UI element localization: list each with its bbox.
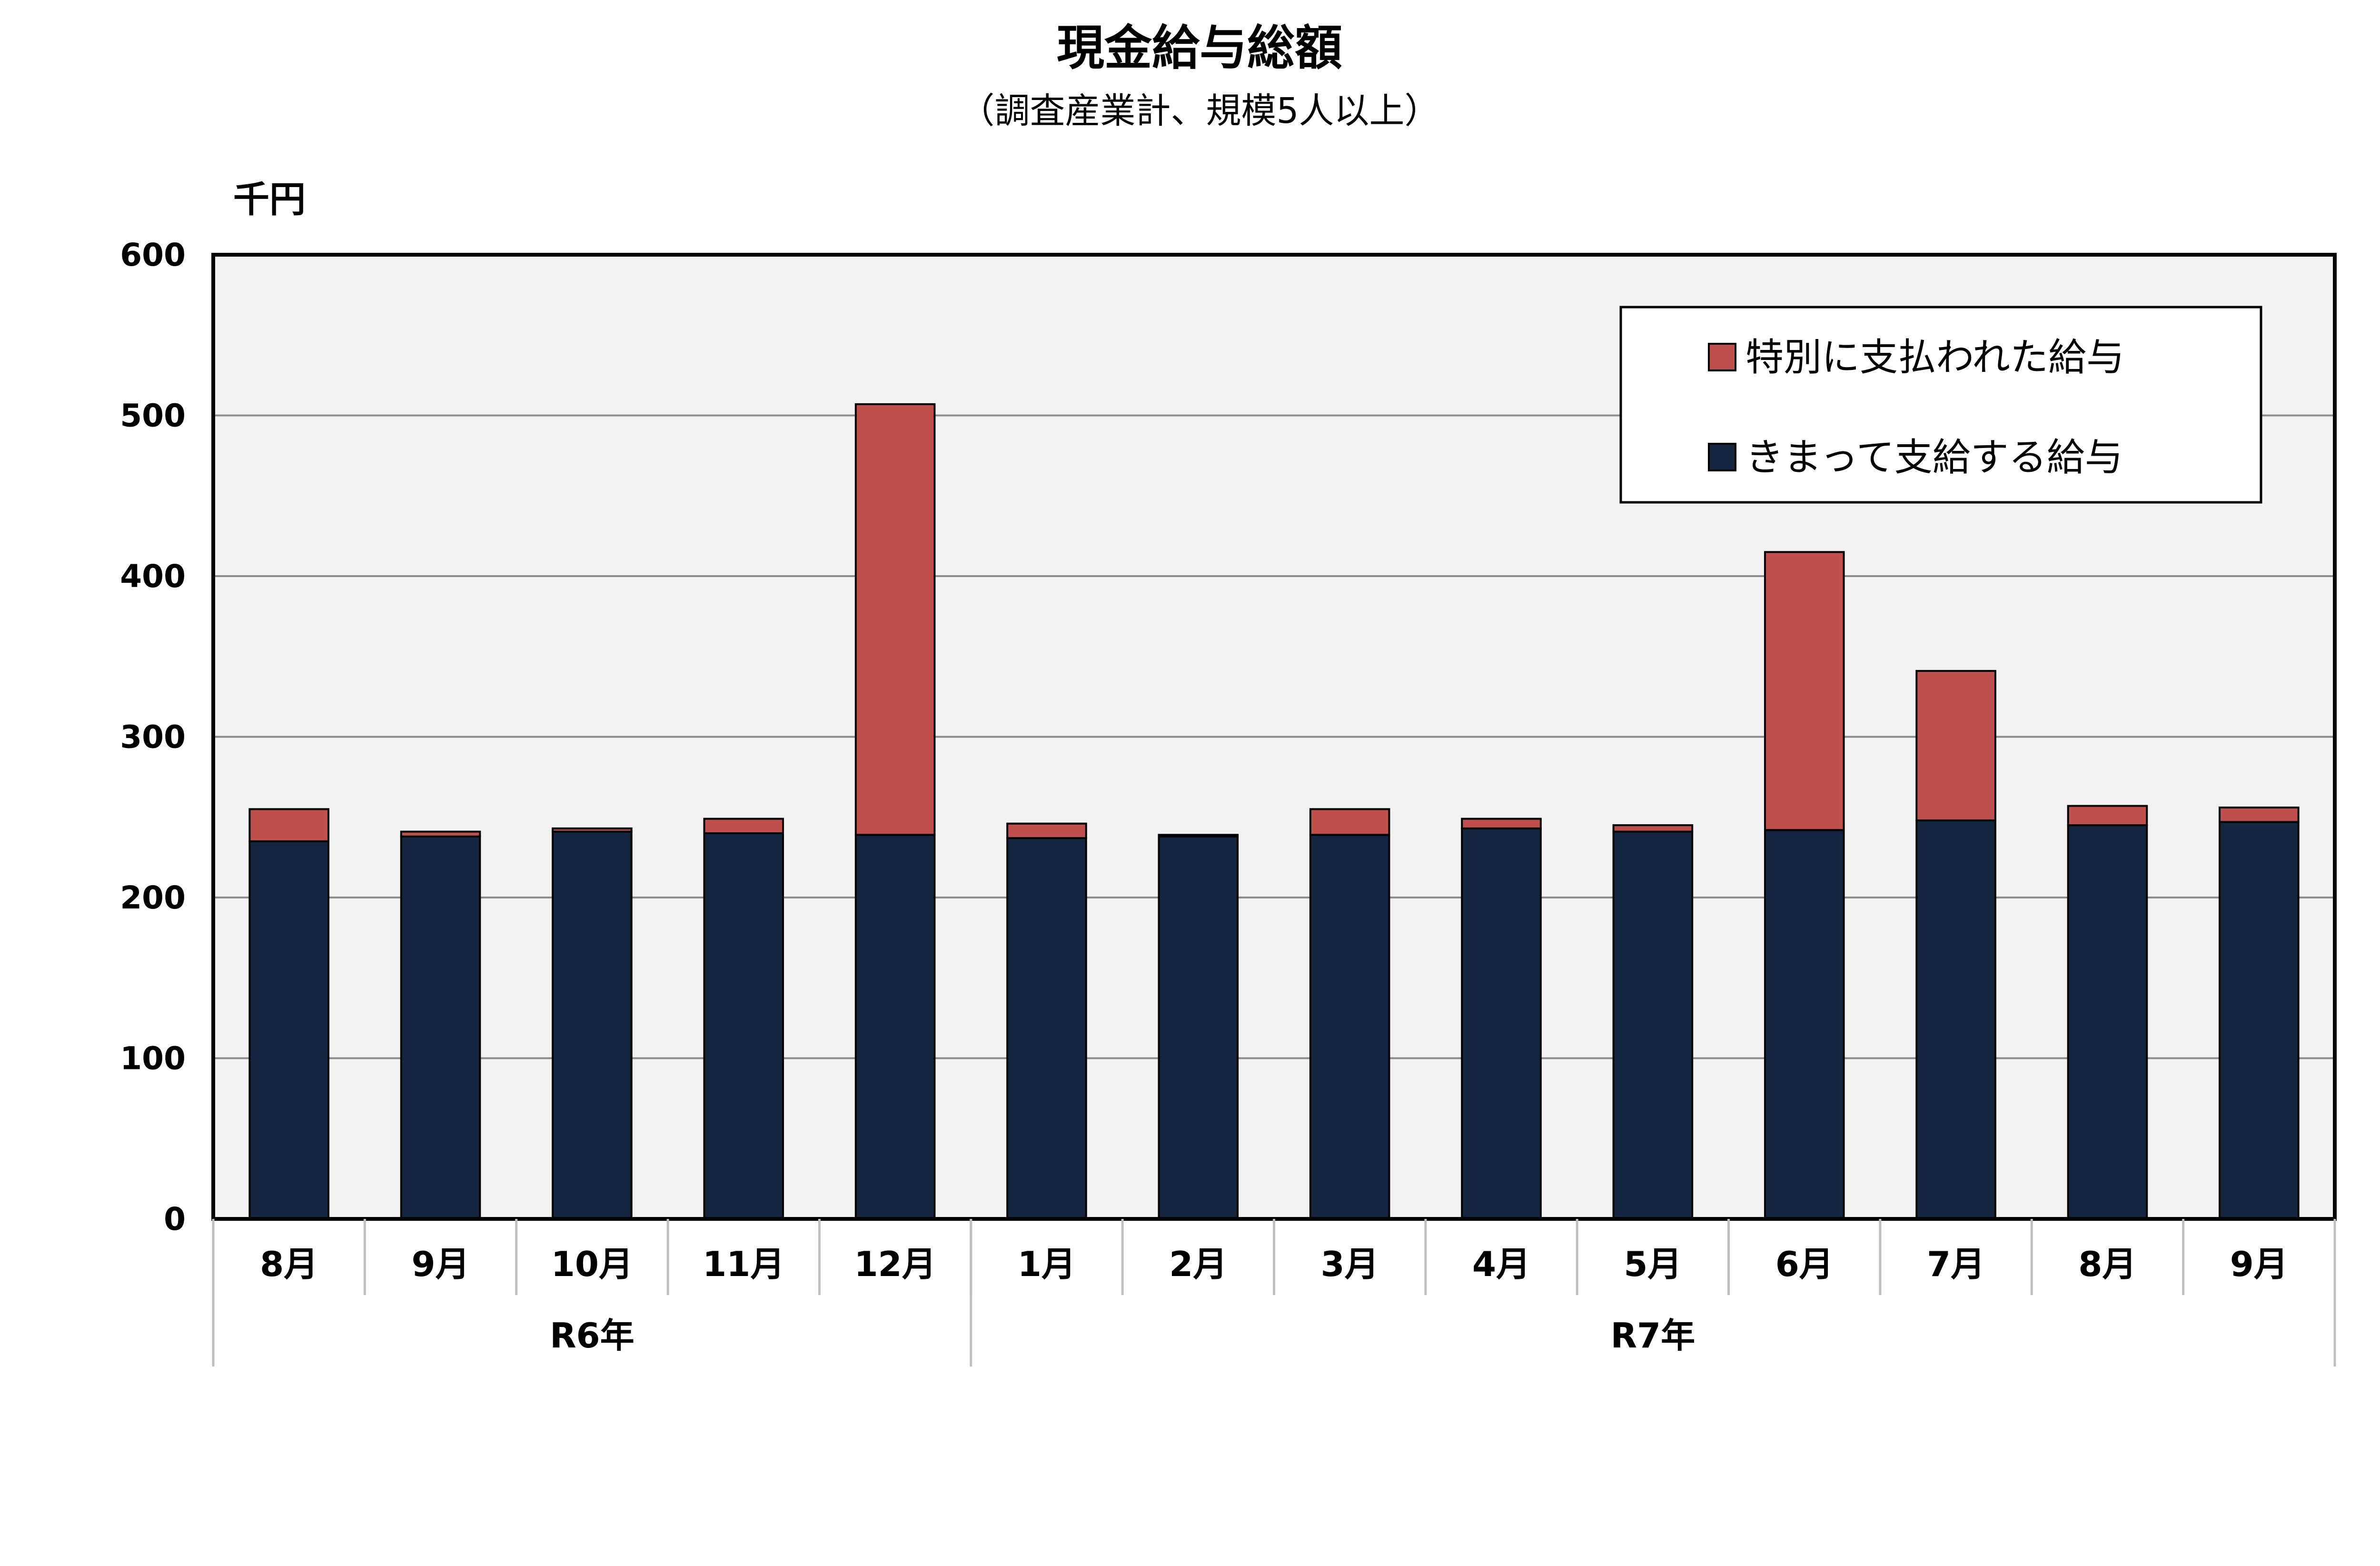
x-group-label: R7年 <box>1611 1316 1696 1356</box>
x-tick-label: 11月 <box>703 1244 784 1284</box>
y-axis-unit: 千円 <box>233 178 306 220</box>
bar-special-pay <box>1006 822 1087 839</box>
x-tick-label: 4月 <box>1472 1244 1530 1284</box>
legend-swatch <box>1708 443 1736 471</box>
bar-special-pay <box>552 827 633 833</box>
bar-special-pay <box>854 403 936 836</box>
x-tick-label: 2月 <box>1169 1244 1227 1284</box>
x-tick-label: 5月 <box>1624 1244 1682 1284</box>
bar-special-pay <box>2067 805 2148 827</box>
bar-regular-pay <box>1461 827 1542 1220</box>
bar-special-pay <box>1915 670 1996 821</box>
x-tick-label: 9月 <box>2230 1244 2288 1284</box>
x-tick-label: 6月 <box>1775 1244 1834 1284</box>
bar-special-pay <box>1461 818 1542 829</box>
bar-special-pay <box>1309 808 1390 836</box>
x-tick-label: 7月 <box>1927 1244 1985 1284</box>
bar-regular-pay <box>1006 837 1087 1220</box>
legend-label: 特別に支払われた給与 <box>1745 335 2124 379</box>
x-tick-label: 10月 <box>551 1244 633 1284</box>
bar-regular-pay <box>1309 834 1390 1220</box>
chart-subtitle: （調査産業計、規模5人以上） <box>959 90 1439 131</box>
y-tick-label: 500 <box>120 398 186 434</box>
bar-regular-pay <box>703 832 784 1220</box>
bar-regular-pay <box>1612 830 1694 1220</box>
y-tick-label: 200 <box>120 879 186 916</box>
bar-special-pay <box>1158 834 1239 838</box>
bar-special-pay <box>400 830 481 838</box>
x-tick-label: 3月 <box>1321 1244 1379 1284</box>
y-tick-label: 600 <box>120 237 186 273</box>
bar-regular-pay <box>2067 824 2148 1220</box>
bar-regular-pay <box>1158 835 1239 1220</box>
plot-area: 0 100 200 300 400 500 600 8月 9月 10月 11月 12月 1月 2月 3月 4月… <box>120 237 2337 1367</box>
bar-regular-pay <box>1915 819 1996 1220</box>
y-tick-label: 0 <box>164 1201 186 1237</box>
bar-regular-pay <box>2219 821 2300 1220</box>
y-tick-label: 400 <box>120 558 186 595</box>
bar-special-pay <box>703 818 784 834</box>
y-tick-label: 100 <box>120 1040 186 1077</box>
chart-title: 現金給与総額 <box>1057 20 1342 76</box>
bar-regular-pay <box>854 834 936 1220</box>
y-tick-label: 300 <box>120 719 186 756</box>
x-tick-label: 9月 <box>411 1244 469 1284</box>
bar-regular-pay <box>248 840 329 1220</box>
bar-regular-pay <box>1764 829 1845 1220</box>
bar-special-pay <box>1764 551 1845 831</box>
bar-regular-pay <box>552 830 633 1220</box>
bar-special-pay <box>2219 807 2300 823</box>
bar-special-pay <box>248 808 329 842</box>
legend-label: きまって支給する給与 <box>1745 435 2123 479</box>
bar-regular-pay <box>400 835 481 1220</box>
x-tick-label: 8月 <box>2078 1244 2136 1284</box>
x-tick-label: 1月 <box>1018 1244 1076 1284</box>
bar-special-pay <box>1612 824 1694 833</box>
x-tick-label: 12月 <box>854 1244 936 1284</box>
legend-swatch <box>1708 343 1736 371</box>
x-group-label: R6年 <box>550 1316 635 1356</box>
x-tick-label: 8月 <box>260 1244 318 1284</box>
